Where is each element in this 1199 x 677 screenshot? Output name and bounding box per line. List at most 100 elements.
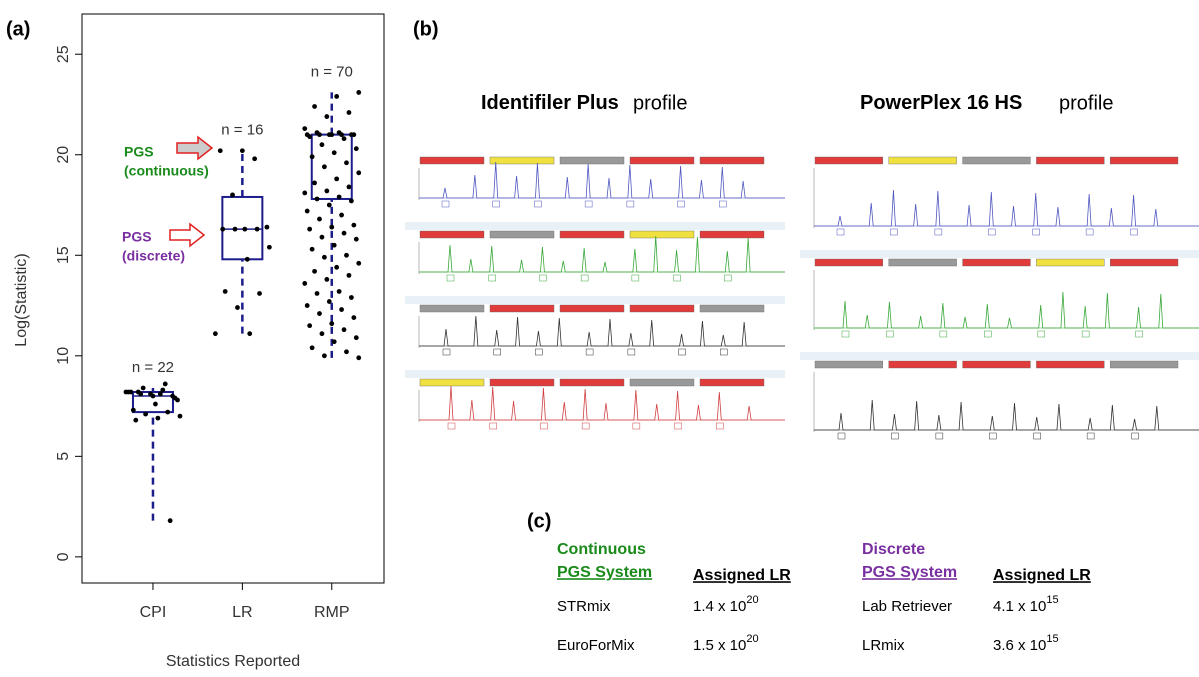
data-point bbox=[347, 273, 352, 278]
data-point bbox=[255, 227, 260, 232]
epg-allele-box bbox=[1131, 229, 1138, 235]
epg-allele-box bbox=[675, 423, 682, 429]
profile-kit: Identifiler Plus bbox=[481, 92, 619, 114]
epg-toolbar bbox=[405, 148, 785, 156]
data-point bbox=[351, 132, 356, 137]
data-point bbox=[178, 414, 183, 419]
epg-panel bbox=[800, 148, 1199, 235]
count-label: n = 22 bbox=[132, 359, 174, 376]
data-point bbox=[334, 265, 339, 270]
epg-allele-box bbox=[582, 423, 589, 429]
epg-allele-box bbox=[627, 201, 634, 207]
data-point bbox=[347, 110, 352, 115]
data-point bbox=[337, 289, 342, 294]
data-point bbox=[138, 392, 143, 397]
data-point bbox=[320, 331, 325, 336]
epg-allele-box bbox=[988, 229, 995, 235]
page: (a) (b) (c) Log(Statistic) Statistics Re… bbox=[0, 0, 1199, 672]
epg-allele-box bbox=[679, 349, 686, 355]
epg-allele-box bbox=[628, 349, 635, 355]
epg-allele-box bbox=[1038, 331, 1045, 337]
data-point bbox=[324, 114, 329, 119]
epg-allele-box bbox=[494, 349, 501, 355]
data-point bbox=[163, 382, 168, 387]
epg-allele-box bbox=[719, 201, 726, 207]
epg-locus bbox=[1036, 259, 1104, 266]
data-point bbox=[175, 398, 180, 403]
data-point bbox=[233, 227, 238, 232]
data-point bbox=[322, 353, 327, 358]
epg-allele-box bbox=[535, 349, 542, 355]
data-point bbox=[307, 227, 312, 232]
column-header: Assigned LR bbox=[993, 567, 1091, 584]
epg-allele-box bbox=[632, 275, 639, 281]
epg-toolbar bbox=[800, 250, 1199, 258]
arrow bbox=[170, 224, 204, 246]
epg-locus bbox=[700, 157, 764, 164]
epg-allele-box bbox=[447, 275, 454, 281]
epg-allele-box bbox=[838, 433, 845, 439]
data-point bbox=[302, 281, 307, 286]
y-axis-label: Log(Statistic) bbox=[13, 253, 30, 346]
data-point bbox=[327, 299, 332, 304]
data-point bbox=[332, 243, 337, 248]
profile-title: Identifiler Plus bbox=[481, 92, 619, 114]
data-point bbox=[302, 191, 307, 196]
epg-trace bbox=[419, 236, 785, 272]
data-point bbox=[337, 195, 342, 200]
data-point bbox=[339, 132, 344, 137]
box bbox=[312, 135, 352, 199]
epg-locus bbox=[1110, 157, 1178, 164]
epg-locus bbox=[490, 157, 554, 164]
annotation: (continuous) bbox=[124, 163, 209, 179]
data-point bbox=[354, 146, 359, 151]
epg-allele-box bbox=[891, 433, 898, 439]
epg-panel bbox=[800, 250, 1199, 337]
annotation: PGS bbox=[122, 229, 152, 245]
epg-locus bbox=[630, 157, 694, 164]
epg-locus bbox=[1036, 157, 1104, 164]
epg-locus bbox=[815, 259, 883, 266]
data-point bbox=[131, 408, 136, 413]
system-name: EuroForMix bbox=[557, 637, 635, 654]
epg-allele-box bbox=[716, 423, 723, 429]
epg-trace bbox=[419, 162, 785, 198]
epg-allele-box bbox=[1034, 433, 1041, 439]
data-point bbox=[160, 388, 165, 393]
data-point bbox=[322, 255, 327, 260]
lr-value: 1.5 x 1020 bbox=[693, 633, 759, 654]
y-tick-label: 20 bbox=[55, 146, 72, 164]
epg-panel bbox=[405, 370, 785, 429]
data-point bbox=[317, 311, 322, 316]
epg-allele-box bbox=[490, 423, 497, 429]
epg-panel bbox=[800, 352, 1199, 439]
profile-kit: PowerPlex 16 HS bbox=[860, 92, 1022, 114]
data-point bbox=[315, 197, 320, 202]
epg-allele-box bbox=[586, 349, 593, 355]
data-point bbox=[327, 203, 332, 208]
data-point bbox=[342, 136, 347, 141]
data-point bbox=[347, 185, 352, 190]
lr-exponent: 15 bbox=[1046, 633, 1058, 645]
data-point bbox=[242, 227, 247, 232]
data-point bbox=[356, 170, 361, 175]
epg-allele-box bbox=[984, 331, 991, 337]
data-point bbox=[302, 126, 307, 131]
data-point bbox=[344, 253, 349, 258]
epg-allele-box bbox=[581, 275, 588, 281]
data-point bbox=[317, 217, 322, 222]
epg-allele-box bbox=[842, 331, 849, 337]
data-point bbox=[334, 94, 339, 99]
profile-suffix: profile bbox=[1059, 92, 1113, 114]
epg-locus bbox=[490, 305, 554, 312]
data-point bbox=[307, 323, 312, 328]
epg-allele-box bbox=[1033, 229, 1040, 235]
epg-locus bbox=[963, 157, 1031, 164]
data-point bbox=[307, 134, 312, 139]
data-point bbox=[128, 390, 133, 395]
data-point bbox=[344, 349, 349, 354]
data-point bbox=[332, 150, 337, 155]
annotation: PGS bbox=[124, 144, 154, 160]
data-point bbox=[240, 148, 245, 153]
epg-trace bbox=[814, 190, 1199, 226]
